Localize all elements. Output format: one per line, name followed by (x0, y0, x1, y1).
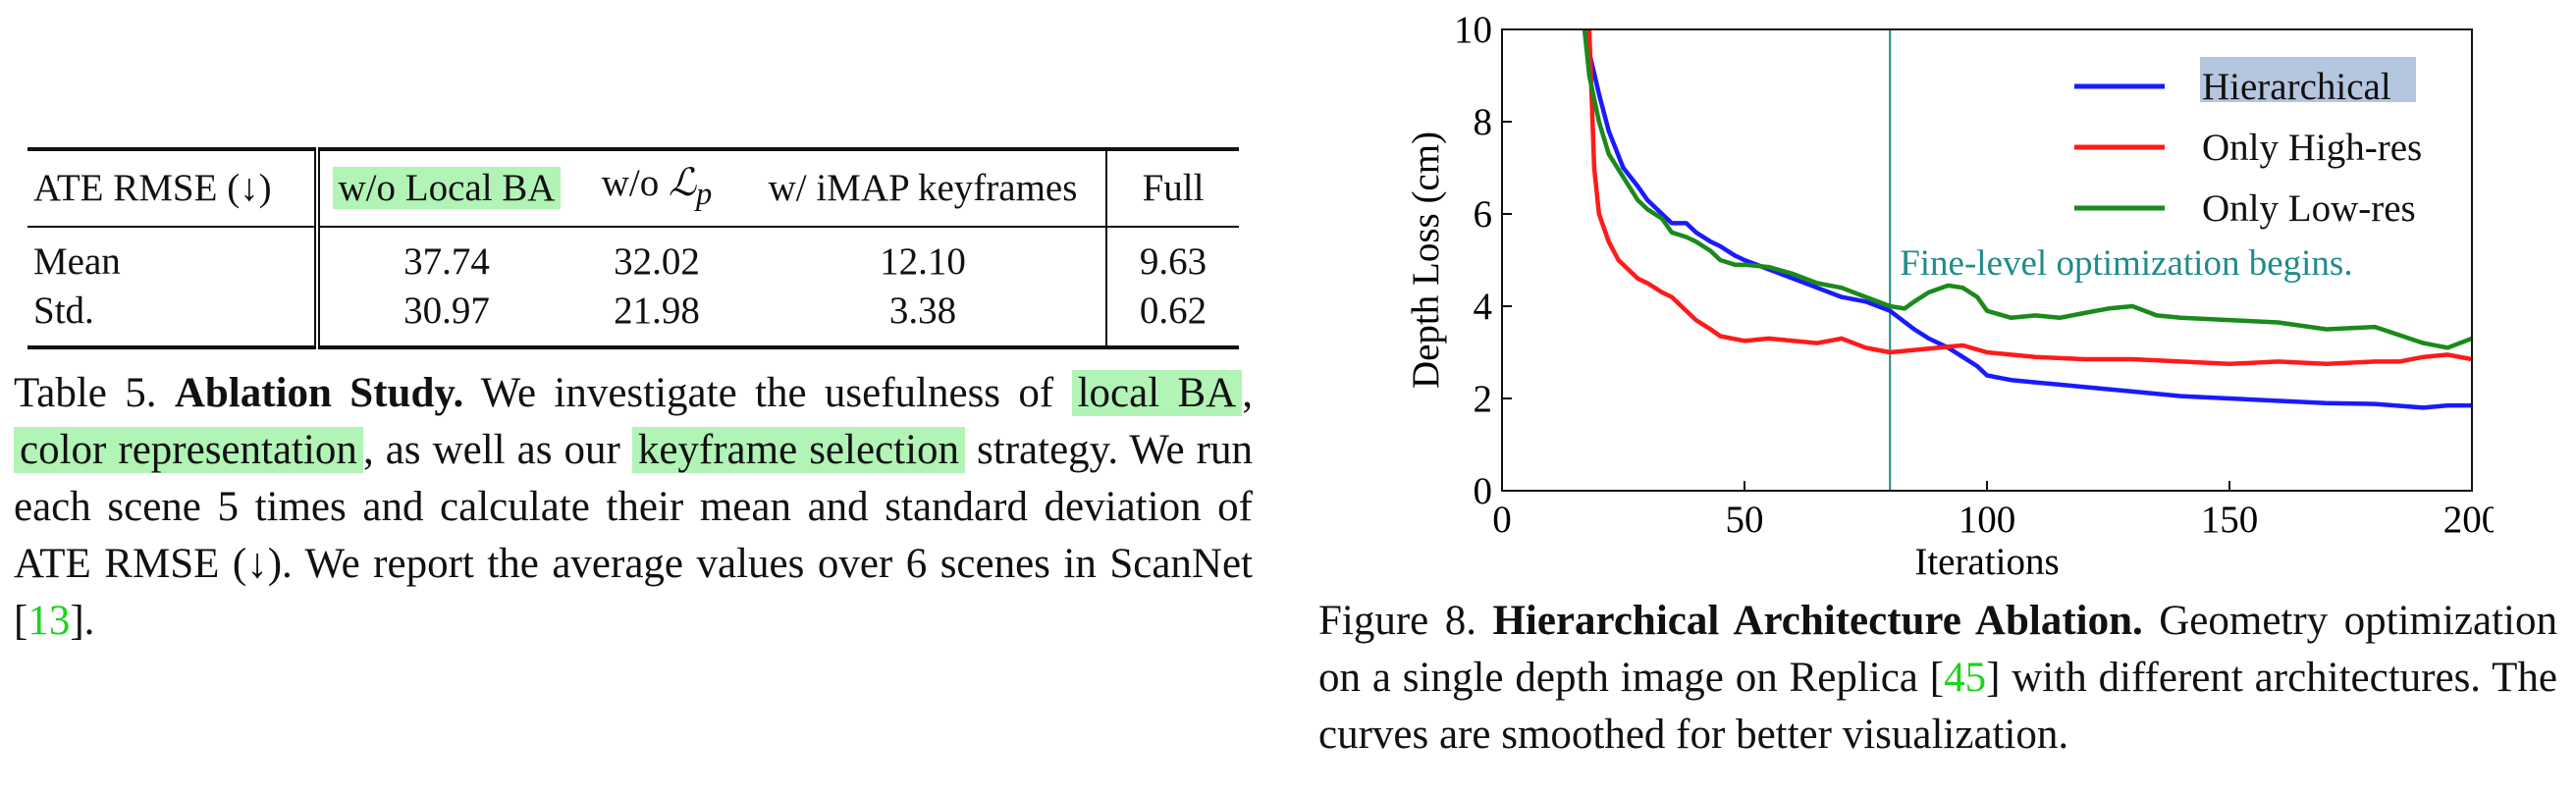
vline-annotation: Fine-level optimization begins. (1900, 243, 2352, 284)
table-cell: 12.10 (740, 227, 1107, 287)
figure-8: 0 50 100 150 200 0 2 4 6 8 10 Fine-level optimizat… (1384, 0, 2500, 584)
figure-caption-text: Geometry optimization on a single depth … (1318, 598, 2557, 701)
x-axis-label: Iterations (1914, 541, 2059, 579)
depth-loss-chart: 0 50 100 150 200 0 2 4 6 8 10 Fine-level optimizat… (1405, 9, 2500, 583)
header-metric: ATE RMSE (↓) (27, 147, 320, 228)
y-tick-label: 8 (1474, 101, 1493, 143)
table-cell: 0.62 (1106, 287, 1239, 349)
header-col-local-ba: w/o Local BA (317, 147, 573, 228)
series-line-only-low-res (1582, 29, 2472, 350)
row-label: Std. (27, 287, 320, 349)
highlight-keyframe-selection: keyframe selection (631, 427, 966, 473)
highlight-local-ba: local BA (1071, 370, 1243, 416)
y-tick-label: 6 (1474, 193, 1493, 236)
row-label: Mean (27, 227, 320, 287)
chart-series-group (1582, 29, 2472, 491)
table-caption-text: strategy. We run each scene 5 times and … (14, 427, 1253, 644)
header-col-imap: w/ iMAP keyframes (740, 147, 1107, 228)
table-cell: 32.02 (614, 240, 700, 283)
header-col-full: Full (1106, 147, 1239, 228)
table-cell: 9.63 (1139, 240, 1208, 283)
table-caption-text: , as well as our (362, 427, 632, 473)
figure-caption-text: ] with different architectures. The curv… (1318, 655, 2557, 758)
figure-caption-title: Hierarchical Architecture Ablation. (1492, 598, 2143, 644)
citation-link[interactable]: 45 (1944, 655, 1987, 701)
y-tick-label: 4 (1474, 286, 1493, 328)
header-col-local-ba-highlight: w/o Local BA (332, 167, 562, 209)
table-caption-text: , (1242, 370, 1253, 416)
header-col-lp: w/o ℒp (573, 147, 740, 228)
table-caption-text: ]. (70, 598, 95, 644)
header-col-lp-sub: p (696, 176, 713, 212)
chart-axes: 0 50 100 150 200 0 2 4 6 8 10 (1454, 9, 2500, 541)
header-col-lp-prefix: w/o (601, 161, 669, 204)
figure-caption: Figure 8. Hierarchical Architecture Abla… (1318, 593, 2557, 764)
legend-label: Only Low-res (2202, 187, 2416, 230)
table-caption-title: Ablation Study. (174, 370, 464, 416)
table-caption: Table 5. Ablation Study. We investigate … (14, 365, 1253, 650)
x-tick-label: 200 (2443, 499, 2494, 541)
x-tick-label: 0 (1492, 499, 1512, 541)
ablation-table: ATE RMSE (↓) w/o Local BA w/o ℒp w/ iMAP… (27, 147, 1239, 349)
x-tick-label: 50 (1726, 499, 1764, 541)
y-axis-label: Depth Loss (cm) (1405, 132, 1447, 389)
series-line-only-high-res (1586, 29, 2472, 367)
table-caption-prefix: Table 5. (14, 370, 175, 416)
ablation-table-grid: ATE RMSE (↓) w/o Local BA w/o ℒp w/ iMAP… (27, 147, 1239, 349)
series-line-hierarchical (1582, 29, 2472, 410)
table-cell: 3.38 (740, 287, 1107, 349)
y-tick-label: 0 (1474, 470, 1493, 512)
highlight-color-representation: color representation (14, 427, 363, 473)
table-cell: 37.74 (403, 240, 490, 283)
table-header-row: ATE RMSE (↓) w/o Local BA w/o ℒp w/ iMAP… (27, 147, 1239, 228)
table-caption-text: We investigate the usefulness of (463, 370, 1072, 416)
x-tick-label: 100 (1959, 499, 2016, 541)
header-col-lp-symbol: ℒ (668, 161, 697, 204)
figure-caption-prefix: Figure 8. (1318, 598, 1493, 644)
chart-legend: Hierarchical Only High-res Only Low-res (2074, 57, 2422, 230)
table-row: Mean 37.74 32.02 12.10 9.63 (27, 227, 1239, 287)
legend-highlight (2200, 57, 2416, 102)
table-cell: 21.98 (573, 287, 740, 349)
legend-label: Hierarchical (2202, 66, 2391, 108)
table-row: Std. 30.97 21.98 3.38 0.62 (27, 287, 1239, 349)
table-cell: 30.97 (317, 287, 573, 349)
x-tick-label: 150 (2201, 499, 2259, 541)
y-tick-label: 10 (1454, 9, 1492, 51)
y-tick-label: 2 (1474, 378, 1493, 420)
legend-label: Only High-res (2202, 127, 2422, 169)
citation-link[interactable]: 13 (27, 598, 71, 644)
